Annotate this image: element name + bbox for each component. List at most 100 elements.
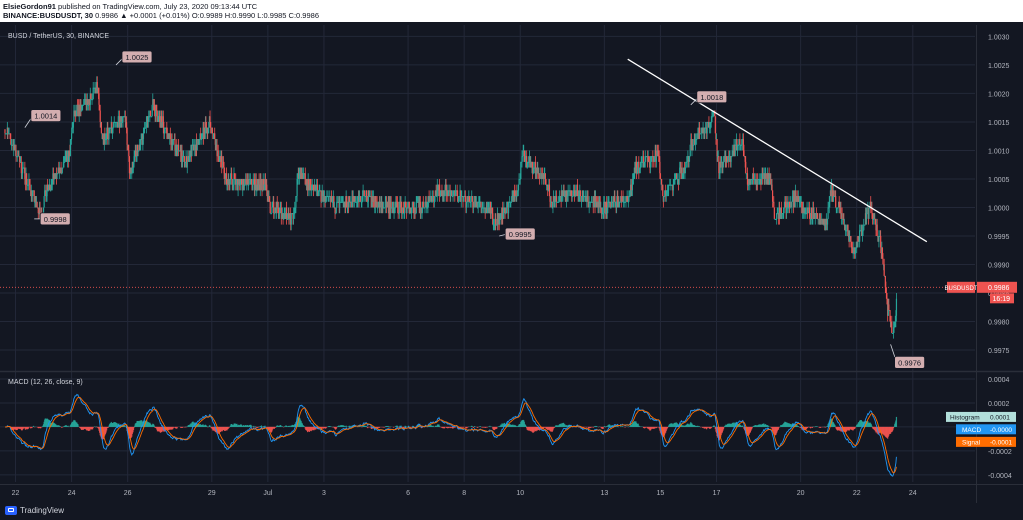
candle-body — [409, 213, 411, 215]
candle-body — [833, 190, 835, 197]
candle-body — [155, 104, 157, 111]
candle-body — [216, 144, 218, 157]
price-annotations[interactable]: 1.0014 0.9998 1.0025 0.9995 1.0018 0.9976 — [24, 50, 926, 369]
symbol-tag-text: BUSDUSDT — [944, 286, 977, 292]
candle-body — [510, 201, 513, 203]
candle-body — [429, 196, 431, 202]
candle-body — [582, 196, 584, 202]
candle-body — [765, 173, 767, 179]
price-axis[interactable]: 1.0030 1.0025 1.0020 1.0015 1.0010 1.0005 1.00… — [944, 34, 1017, 480]
candle-body — [831, 184, 833, 197]
candle-body — [752, 173, 754, 179]
candle-body — [4, 129, 6, 134]
candle-body — [75, 110, 77, 117]
candle-body — [217, 150, 219, 157]
candle-body — [726, 161, 728, 163]
candle-body — [770, 178, 772, 185]
price-annotation[interactable]: 1.0018 — [690, 90, 728, 106]
time-axis[interactable]: 22 24 26 29 Jul 3 6 8 10 13 15 17 20 22 24 — [12, 490, 917, 497]
candle-body — [62, 161, 65, 168]
candle-body — [191, 144, 193, 157]
candle-body — [218, 156, 220, 162]
candle-body — [465, 201, 468, 208]
candle-body — [283, 213, 285, 219]
candle-body — [893, 327, 895, 329]
candle-body — [866, 213, 868, 219]
candle-body — [734, 144, 736, 157]
candle-body — [112, 127, 114, 129]
candle-body — [431, 201, 433, 203]
price-annotation[interactable]: 1.0025 — [115, 50, 153, 66]
candle-body — [324, 196, 326, 202]
candle-body — [627, 201, 629, 203]
candle-body — [35, 196, 37, 202]
candle-body — [464, 196, 466, 202]
annotation-box — [504, 227, 536, 241]
price-annotation[interactable]: 1.0014 — [24, 109, 62, 128]
candle-body — [872, 218, 874, 220]
last-price-text: 0.9986 — [988, 285, 1010, 292]
candle-body — [38, 213, 40, 215]
candle-body — [661, 178, 663, 185]
candle-body — [470, 196, 472, 202]
candle-body — [696, 133, 698, 140]
candle-body — [631, 190, 633, 192]
candle-body — [580, 196, 583, 202]
candle-body — [520, 161, 523, 163]
candle-body — [368, 190, 370, 197]
candle-body — [198, 139, 200, 145]
legend-tag-name: Signal — [962, 439, 981, 446]
annotation-label: 1.0018 — [700, 93, 723, 102]
legend-tag-bg — [956, 424, 1016, 435]
candle-body — [627, 196, 629, 202]
candle-body — [294, 207, 296, 209]
candle-body — [838, 201, 840, 208]
candle-body — [90, 93, 92, 100]
candle-body — [36, 201, 38, 208]
candle-body — [145, 127, 147, 129]
candle-body — [676, 173, 678, 179]
candle-body — [534, 161, 537, 174]
x-tick-label: 10 — [516, 490, 524, 497]
candle-body — [586, 196, 588, 202]
candle-body — [520, 161, 522, 179]
price-annotation[interactable]: 0.9995 — [499, 227, 536, 241]
candle-body — [16, 156, 18, 158]
candle-body — [451, 190, 453, 197]
price-annotation[interactable]: 0.9998 — [34, 212, 71, 226]
x-tick-label: 24 — [68, 490, 76, 497]
candle-body — [700, 127, 702, 134]
price-annotation[interactable]: 0.9976 — [890, 344, 926, 369]
legend-tag-bg — [956, 436, 1016, 447]
macd-pane-title: MACD (12, 26, close, 9) — [8, 379, 83, 386]
candle-body — [110, 127, 112, 129]
candle-body — [174, 139, 176, 151]
candle-body — [604, 213, 607, 215]
symbol-price-tag — [947, 281, 975, 293]
candle-body — [43, 196, 45, 208]
main-pane-title: BUSD / TetherUS, 30, BINANCE — [8, 33, 109, 40]
candle-body — [119, 121, 121, 128]
candle-body — [880, 235, 882, 248]
candle-body — [784, 201, 787, 208]
trendline-segment[interactable] — [627, 58, 928, 243]
candle-body — [354, 196, 356, 202]
candle-body — [214, 139, 216, 145]
candle-body — [843, 218, 845, 225]
candle-body — [603, 201, 605, 214]
candle-body — [277, 207, 279, 214]
candle-body — [156, 110, 158, 117]
candle-body — [672, 184, 674, 191]
candle-body — [429, 201, 431, 203]
candle-body — [773, 201, 775, 208]
candle-body — [335, 207, 337, 214]
candle-body — [712, 116, 714, 118]
candle-body — [189, 156, 191, 158]
candle-body — [367, 201, 369, 203]
candle-body — [682, 173, 684, 179]
candle-body — [846, 230, 848, 232]
macd-y-tick-label: 0.0004 — [988, 377, 1010, 384]
author-name[interactable]: ElsieGordon91 — [3, 2, 56, 11]
trendline[interactable] — [627, 58, 928, 243]
